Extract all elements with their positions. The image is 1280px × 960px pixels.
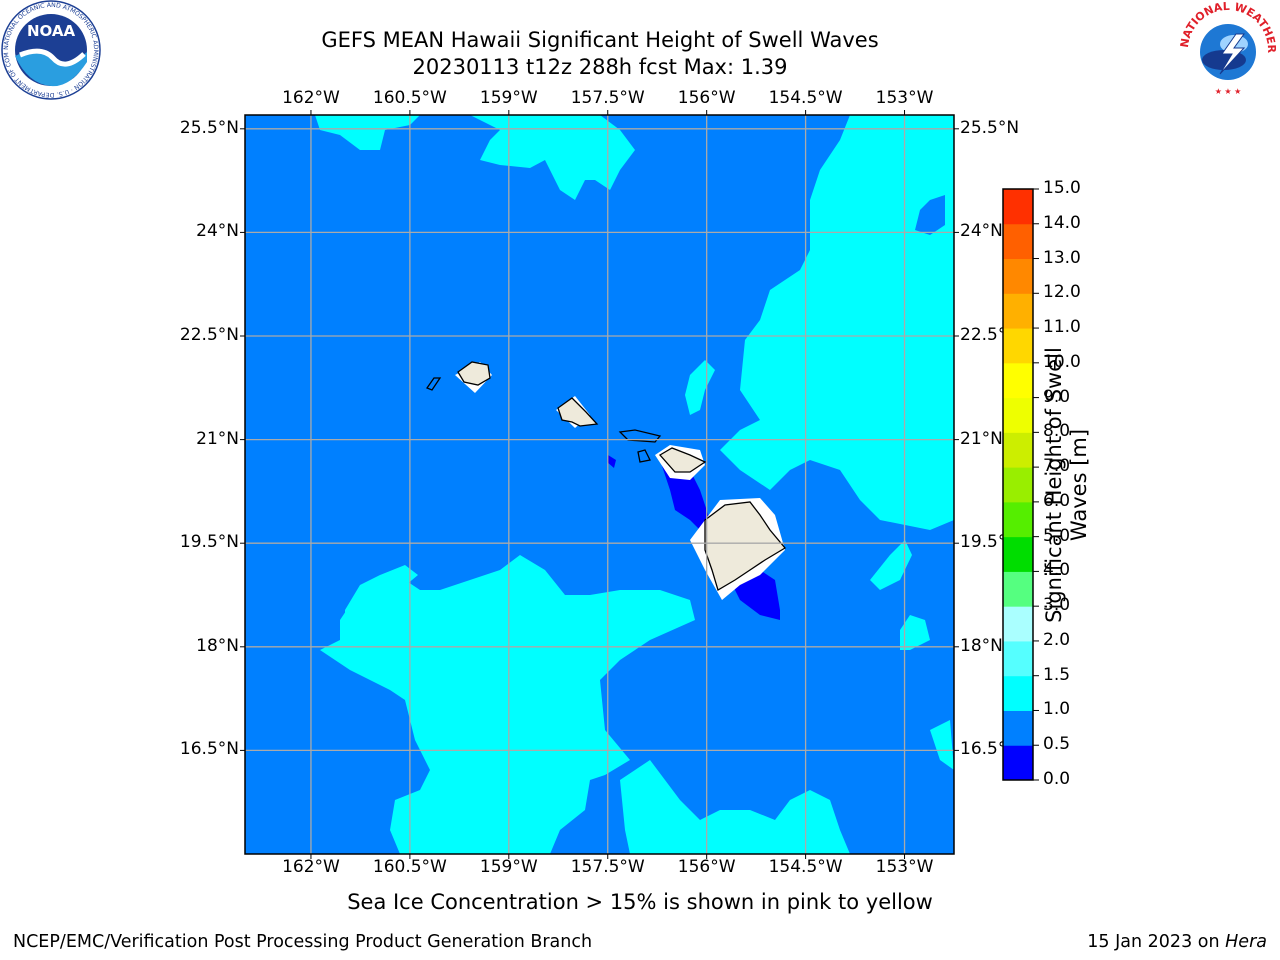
noaa-text: NOAA bbox=[27, 22, 76, 40]
colorbar-tick-label: 1.0 bbox=[1043, 699, 1071, 720]
noaa-logo: NATIONAL OCEANIC AND ATMOSPHERIC ADMINIS… bbox=[0, 0, 102, 102]
lon-label-top: 159°W bbox=[479, 88, 538, 108]
lat-label-right: 24°N bbox=[960, 221, 1003, 242]
swell-region-ne-pocket bbox=[915, 195, 945, 235]
colorbar-bin bbox=[1003, 640, 1033, 677]
colorbar-tick-label: 11.0 bbox=[1043, 317, 1081, 338]
chart-title: GEFS MEAN Hawaii Significant Height of S… bbox=[321, 28, 879, 52]
colorbar-tick-label: 4.0 bbox=[1043, 560, 1071, 581]
lat-label-left: 22.5°N bbox=[179, 325, 239, 345]
lat-label-left: 25.5°N bbox=[179, 117, 239, 138]
swell-region-s bbox=[320, 555, 695, 854]
island-maui bbox=[658, 447, 707, 473]
colorbar-bin bbox=[1003, 397, 1033, 433]
colorbar-bin bbox=[1003, 432, 1033, 468]
swell-region-n1 bbox=[315, 115, 420, 150]
lat-label-left: 19.5°N bbox=[179, 532, 239, 553]
colorbar-bin bbox=[1003, 467, 1033, 503]
machine-name: Hera bbox=[1225, 932, 1267, 952]
colorbar-tick-label: 9.0 bbox=[1043, 386, 1071, 407]
colorbar-bin bbox=[1003, 501, 1033, 538]
colorbar-bin bbox=[1003, 223, 1033, 260]
lon-label-bottom: 156°W bbox=[677, 857, 736, 877]
sea-ice-note: Sea Ice Concentration > 15% is shown in … bbox=[347, 890, 933, 914]
swell-region-e bbox=[870, 540, 912, 590]
lon-label-top: 156°W bbox=[677, 88, 736, 108]
island-niihau bbox=[425, 377, 442, 391]
colorbar-tick-label: 12.0 bbox=[1043, 282, 1081, 303]
lon-label-top: 162°W bbox=[282, 88, 340, 108]
map-frame bbox=[244, 114, 955, 855]
island-oahu bbox=[557, 397, 599, 427]
date-prefix: 15 Jan 2023 on bbox=[1087, 932, 1226, 952]
colorbar-bin bbox=[1003, 362, 1033, 399]
colorbar-bin bbox=[1003, 328, 1033, 364]
lon-label-top: 154.5°W bbox=[768, 88, 843, 108]
lat-label-left: 16.5°N bbox=[179, 739, 239, 760]
colorbar-tick-label: 5.0 bbox=[1043, 525, 1071, 546]
island-kauai bbox=[457, 361, 491, 386]
colorbar-tick-label: 6.0 bbox=[1043, 490, 1071, 511]
colorbar-frame bbox=[1002, 188, 1034, 781]
lon-label-top: 153°W bbox=[875, 88, 934, 108]
lon-label-top: 157.5°W bbox=[570, 88, 645, 108]
colorbar-bin bbox=[1003, 536, 1033, 572]
colorbar-tick-label: 0.5 bbox=[1043, 734, 1071, 755]
lon-label-bottom: 157.5°W bbox=[570, 857, 645, 877]
colorbar-tick-label: 2.0 bbox=[1043, 629, 1071, 650]
island-lanai bbox=[637, 449, 651, 463]
colorbar-tick-label: 0.0 bbox=[1043, 769, 1071, 789]
lon-label-bottom: 153°W bbox=[875, 857, 934, 877]
lon-label-bottom: 162°W bbox=[282, 857, 340, 877]
colorbar-tick-label: 8.0 bbox=[1043, 421, 1071, 442]
colorbar-bin bbox=[1003, 710, 1033, 746]
colorbar-tick-label: 7.0 bbox=[1043, 456, 1071, 477]
colorbar-bin bbox=[1003, 258, 1033, 294]
lon-label-top: 160.5°W bbox=[372, 88, 447, 108]
swell-region-mid bbox=[685, 360, 715, 415]
colorbar-tick-label: 10.0 bbox=[1043, 351, 1081, 372]
colorbar-bin bbox=[1003, 189, 1033, 225]
lat-label-left: 18°N bbox=[196, 635, 239, 656]
swell-region-n2 bbox=[470, 115, 635, 200]
nws-logo: NATIONAL WEATHER SERVICE ★ ★ ★ bbox=[1174, 0, 1278, 100]
colorbar-bin bbox=[1003, 675, 1033, 711]
colorbar-tick-label: 15.0 bbox=[1043, 178, 1081, 198]
swell-region-se3 bbox=[930, 720, 954, 770]
lat-label-right: 18°N bbox=[960, 635, 1003, 656]
lon-label-bottom: 159°W bbox=[479, 857, 538, 877]
date-text: 15 Jan 2023 on Hera bbox=[1087, 932, 1267, 952]
colorbar-label-line1: Significant Height of Swell bbox=[1042, 347, 1066, 623]
colorbar-tick-label: 1.5 bbox=[1043, 664, 1071, 685]
lat-label-left: 24°N bbox=[196, 221, 239, 242]
colorbar-bin bbox=[1003, 606, 1033, 642]
colorbar-label: Significant Height of Swell Waves [m] bbox=[1042, 335, 1092, 635]
credit-text: NCEP/EMC/Verification Post Processing Pr… bbox=[13, 932, 593, 952]
lat-label-right: 25.5°N bbox=[960, 117, 1020, 138]
chart-subtitle: 20230113 t12z 288h fcst Max: 1.39 bbox=[412, 55, 788, 79]
lat-label-left: 21°N bbox=[196, 428, 239, 449]
colorbar-label-line2: Waves [m] bbox=[1067, 428, 1091, 542]
swell-region-w bbox=[345, 565, 418, 625]
colorbar-bin bbox=[1003, 571, 1033, 607]
lon-label-bottom: 160.5°W bbox=[372, 857, 447, 877]
lat-label-right: 21°N bbox=[960, 428, 1003, 449]
svg-text:★ ★ ★: ★ ★ ★ bbox=[1215, 87, 1242, 96]
colorbar-tick-label: 3.0 bbox=[1043, 595, 1071, 616]
island-hawaii bbox=[704, 501, 786, 591]
colorbar-bin bbox=[1003, 745, 1033, 781]
lon-label-bottom: 154.5°W bbox=[768, 857, 843, 877]
colorbar-bin bbox=[1003, 293, 1033, 329]
calm-region-small bbox=[607, 455, 616, 468]
swell-region-se2 bbox=[900, 615, 930, 650]
colorbar-tick-label: 14.0 bbox=[1043, 212, 1081, 233]
colorbar-tick-label: 13.0 bbox=[1043, 247, 1081, 268]
swell-region-ne bbox=[720, 115, 954, 530]
swell-region-se1 bbox=[620, 760, 850, 854]
